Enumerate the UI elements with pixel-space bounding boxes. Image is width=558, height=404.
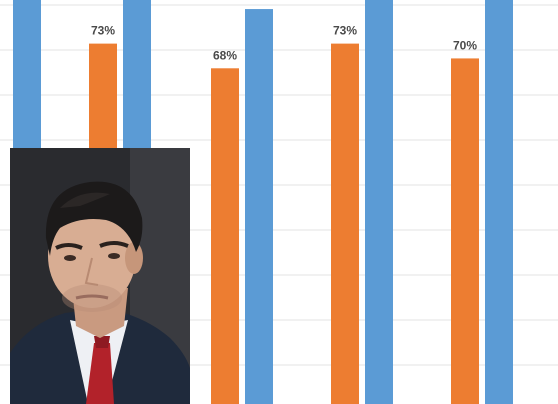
orange-value-label-4: 70% xyxy=(453,38,477,52)
person-portrait-icon xyxy=(10,148,190,404)
blue-bar-2 xyxy=(245,9,273,404)
orange-bar-2 xyxy=(211,68,239,404)
value-labels: 73%68%73%70%82%83%80%84%84% xyxy=(91,0,477,62)
orange-value-label-2: 68% xyxy=(213,48,237,62)
portrait-photo xyxy=(10,148,190,404)
orange-bar-4 xyxy=(451,58,479,404)
orange-value-label-1: 73% xyxy=(91,24,115,38)
orange-value-label-3: 73% xyxy=(333,24,357,38)
orange-bar-3 xyxy=(331,43,359,404)
blue-bar-4 xyxy=(485,0,513,404)
blue-value-label-2: 80% xyxy=(247,0,271,3)
blue-bar-3 xyxy=(365,0,393,404)
